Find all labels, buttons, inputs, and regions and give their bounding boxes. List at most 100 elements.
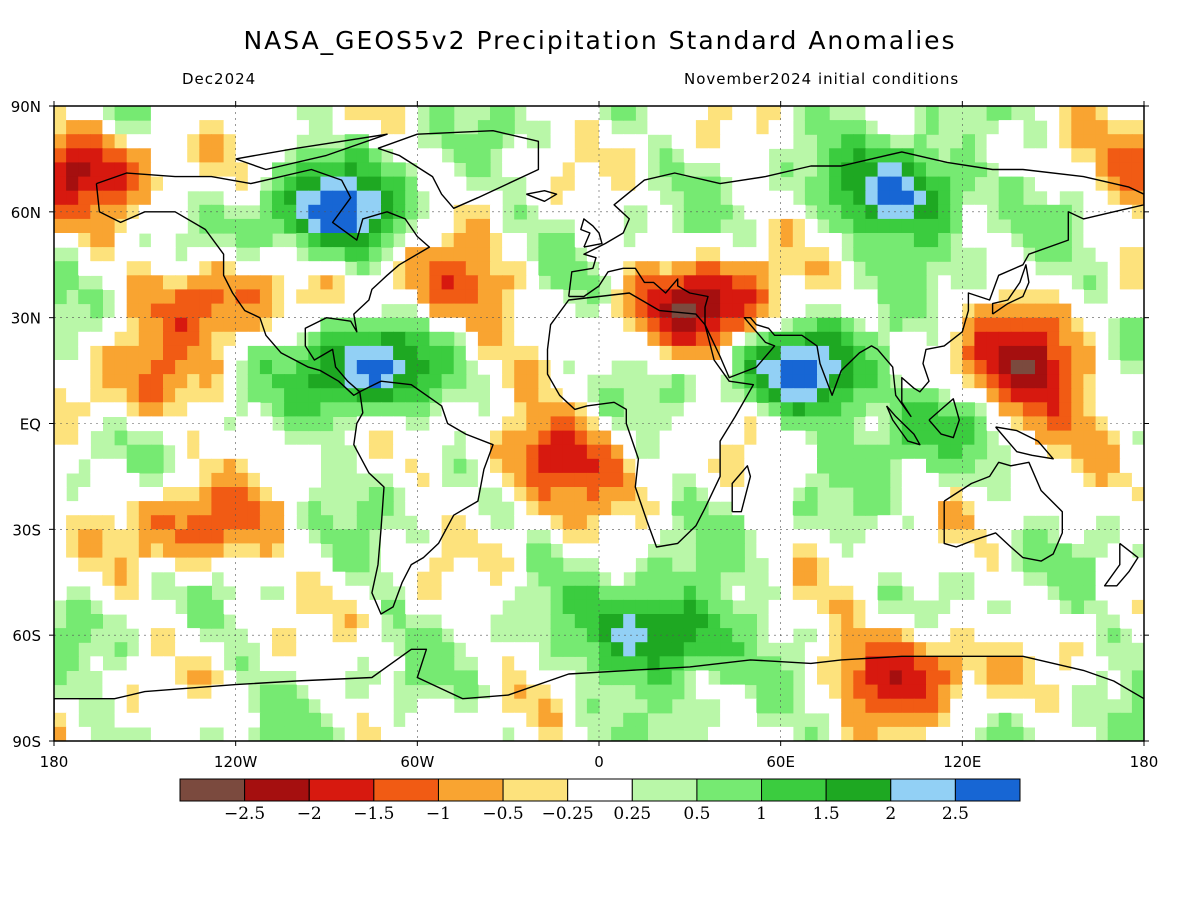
anomaly-cell: [659, 204, 673, 220]
anomaly-cell: [393, 557, 406, 573]
anomaly-cell: [78, 374, 91, 389]
anomaly-cell: [671, 247, 685, 262]
anomaly-cell: [538, 289, 552, 305]
anomaly-cell: [393, 331, 406, 347]
anomaly-cell: [526, 444, 539, 460]
anomaly-cell: [344, 360, 358, 375]
anomaly-cell: [877, 656, 891, 671]
anomaly-cell: [623, 642, 636, 657]
anomaly-cell: [429, 515, 443, 530]
anomaly-cell: [102, 148, 116, 163]
anomaly-cell: [114, 345, 128, 361]
anomaly-cell: [150, 487, 164, 502]
anomaly-cell: [187, 656, 200, 671]
anomaly-cell: [90, 331, 103, 347]
anomaly-cell: [163, 360, 176, 375]
anomaly-cell: [78, 571, 91, 587]
anomaly-cell: [998, 148, 1012, 163]
anomaly-cell: [853, 120, 866, 135]
anomaly-cell: [477, 345, 491, 361]
anomaly-cell: [393, 543, 406, 559]
anomaly-cell: [1131, 331, 1144, 347]
anomaly-cell: [586, 148, 600, 163]
anomaly-cell: [417, 487, 430, 502]
anomaly-cell: [550, 303, 564, 319]
anomaly-cell: [502, 642, 515, 657]
anomaly-cell: [235, 726, 249, 741]
anomaly-cell: [150, 543, 164, 559]
anomaly-cell: [187, 726, 200, 741]
anomaly-cell: [296, 543, 309, 559]
anomaly-cell: [611, 289, 624, 305]
anomaly-cell: [913, 515, 927, 530]
anomaly-cell: [635, 726, 648, 741]
anomaly-cell: [1119, 218, 1133, 234]
anomaly-cell: [853, 162, 866, 178]
anomaly-cell: [102, 571, 116, 587]
anomaly-cell: [586, 444, 600, 460]
anomaly-cell: [211, 712, 225, 728]
anomaly-cell: [1083, 416, 1097, 432]
anomaly-cell: [393, 360, 406, 375]
anomaly-cell: [66, 176, 79, 192]
anomaly-cell: [235, 543, 249, 559]
anomaly-cell: [804, 331, 818, 347]
anomaly-cell: [744, 515, 757, 530]
anomaly-cell: [259, 529, 273, 544]
anomaly-cell: [962, 599, 975, 615]
anomaly-cell: [356, 360, 370, 375]
anomaly-cell: [599, 190, 612, 206]
anomaly-cell: [211, 501, 225, 516]
anomaly-cell: [272, 275, 285, 290]
anomaly-cell: [429, 218, 443, 234]
anomaly-cell: [792, 557, 806, 573]
anomaly-cell: [768, 656, 782, 671]
anomaly-cell: [1131, 726, 1144, 741]
anomaly-cell: [78, 487, 91, 502]
anomaly-cell: [1107, 726, 1121, 741]
anomaly-cell: [962, 515, 975, 530]
anomaly-cell: [877, 698, 891, 714]
anomaly-cell: [865, 162, 879, 178]
anomaly-cell: [538, 557, 552, 573]
anomaly-cell: [744, 289, 757, 305]
anomaly-cell: [804, 120, 818, 135]
anomaly-cell: [962, 176, 975, 192]
anomaly-cell: [671, 656, 685, 671]
anomaly-cell: [841, 275, 854, 290]
anomaly-cell: [187, 670, 200, 686]
anomaly-cell: [659, 120, 673, 135]
anomaly-cell: [1035, 289, 1048, 305]
anomaly-cell: [744, 261, 757, 276]
anomaly-cell: [381, 120, 394, 135]
anomaly-cell: [453, 416, 467, 432]
anomaly-cell: [247, 360, 261, 375]
anomaly-cell: [744, 402, 757, 417]
anomaly-cell: [611, 148, 624, 163]
anomaly-cell: [659, 642, 673, 657]
anomaly-cell: [211, 388, 225, 403]
anomaly-cell: [114, 501, 128, 516]
anomaly-cell: [841, 472, 854, 488]
anomaly-cell: [804, 190, 818, 206]
anomaly-cell: [1059, 712, 1072, 728]
lat-label: 90S: [12, 733, 41, 751]
anomaly-cell: [901, 360, 915, 375]
anomaly-cell: [1022, 684, 1036, 700]
anomaly-cell: [877, 585, 891, 601]
anomaly-cell: [841, 261, 854, 276]
anomaly-cell: [986, 261, 1000, 276]
anomaly-cell: [720, 472, 733, 488]
anomaly-cell: [102, 585, 116, 601]
anomaly-cell: [744, 642, 757, 657]
anomaly-cell: [296, 275, 309, 290]
anomaly-cell: [54, 388, 67, 403]
anomaly-cell: [429, 345, 443, 361]
anomaly-cell: [986, 247, 1000, 262]
anomaly-cell: [163, 557, 176, 573]
anomaly-cell: [768, 303, 782, 319]
anomaly-cell: [1022, 345, 1036, 361]
anomaly-cell: [599, 331, 612, 347]
anomaly-cell: [1107, 134, 1121, 149]
anomaly-cell: [405, 628, 418, 643]
